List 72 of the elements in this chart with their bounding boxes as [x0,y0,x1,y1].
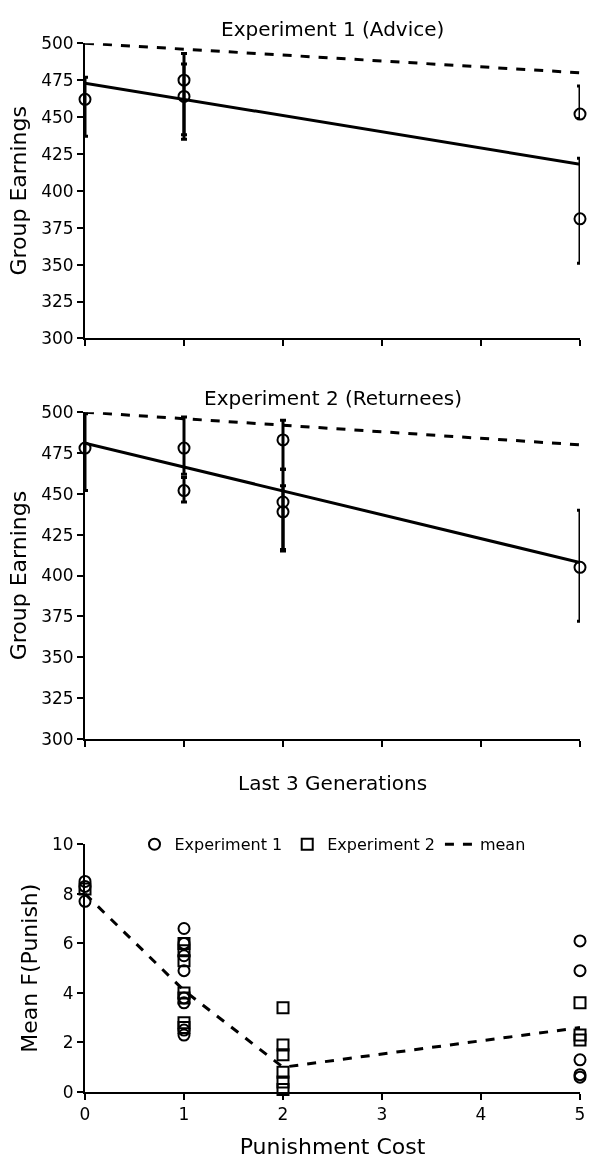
y-tick-label: 8 [62,883,74,904]
point [276,1048,290,1062]
point [78,874,92,888]
point [177,1028,191,1042]
point [276,1065,290,1079]
point [177,73,191,87]
x-tick-label: 3 [376,1104,388,1125]
point [573,560,587,574]
y-tick-label: 375 [41,217,74,238]
y-axis-title: Group Earnings [6,106,32,276]
point [78,894,92,908]
y-tick-label: 350 [41,254,74,275]
legend-label: Experiment 2 [327,835,435,855]
point [573,1033,587,1047]
y-tick-label: 500 [41,33,74,54]
y-tick-label: 6 [62,933,74,954]
point [78,92,92,106]
point [276,1001,290,1015]
point [573,1028,587,1042]
y-tick-label: 350 [41,647,74,668]
y-tick-label: 425 [41,524,74,545]
y-tick-label: 450 [41,107,74,127]
y-axis-title: Group Earnings [6,490,32,661]
point [276,505,290,519]
y-tick-label: 400 [41,565,74,586]
y-tick-label: 500 [41,402,74,423]
y-tick-label: 425 [41,143,74,164]
y-tick-label: 475 [41,70,74,91]
point [177,89,191,103]
point [573,212,587,226]
point [177,922,191,936]
point [276,1038,290,1052]
chart-title: Experiment 2 (Returnees) [204,386,462,410]
point [177,964,191,978]
x-tick-label: 5 [574,1104,586,1125]
y-tick-label: 0 [62,1081,74,1102]
y-tick-label: 10 [51,834,74,855]
y-tick-label: 475 [41,442,74,463]
x-tick-label: 2 [277,1104,289,1125]
y-tick-label: 325 [41,291,74,312]
point [177,441,191,455]
point [177,986,191,1000]
y-tick-label: 450 [41,483,74,504]
point [177,944,191,958]
point [276,1075,290,1089]
y-tick-label: 4 [62,982,74,1003]
x-tick-label: 1 [178,1104,190,1125]
point [276,495,290,509]
legend-label: mean [479,835,526,855]
y-tick-label: 325 [41,688,74,709]
point [177,1016,191,1030]
legend-label: Experiment 1 [174,835,283,855]
y-tick-label: 300 [41,728,74,749]
y-tick-label: 300 [41,328,74,349]
point [177,484,191,498]
chart-title: Experiment 1 (Advice) [221,17,445,41]
point [573,964,587,978]
y-tick-label: 2 [62,1032,74,1053]
point [573,934,587,948]
chart-title: Last 3 Generations [238,771,428,795]
y-tick-label: 375 [41,606,74,627]
x-tick-label: 4 [475,1104,487,1125]
point [573,107,587,121]
point [276,433,290,447]
x-tick-label: 0 [79,1104,91,1125]
y-axis-title: Mean F(Punish) [17,883,43,1053]
x-axis-title: Punishment Cost [239,1133,426,1159]
point [573,996,587,1010]
y-tick-label: 400 [41,180,74,201]
point [177,954,191,968]
point [276,1083,290,1097]
point [573,1053,587,1067]
